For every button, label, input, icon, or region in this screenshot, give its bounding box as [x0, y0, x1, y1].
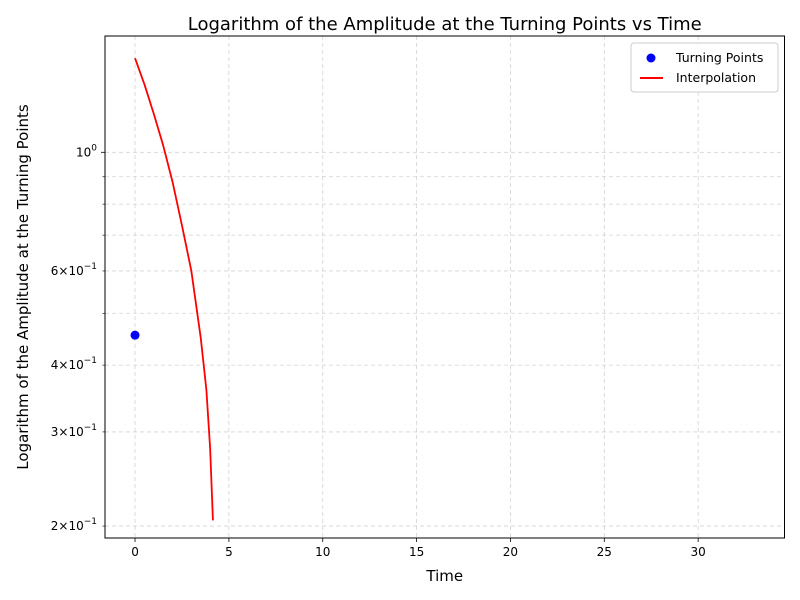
- y-tick-label: 2×10−1: [51, 517, 97, 533]
- legend-turning-points-label: Turning Points: [675, 50, 763, 65]
- plot-frame: [104, 35, 785, 539]
- grid: [105, 36, 785, 538]
- x-tick-label: 5: [225, 545, 233, 559]
- x-tick-label: 20: [503, 545, 518, 559]
- y-axis-label: Logarithm of the Amplitude at the Turnin…: [14, 104, 32, 470]
- x-tick-label: 15: [409, 545, 424, 559]
- chart-title: Logarithm of the Amplitude at the Turnin…: [188, 14, 702, 35]
- turning-point-marker: [130, 330, 140, 340]
- legend-box: [630, 42, 779, 93]
- x-tick-label: 25: [597, 545, 612, 559]
- legend: Turning Points Interpolation: [630, 42, 779, 93]
- y-tick-label: 6×10−1: [51, 262, 97, 278]
- y-tick-label: 3×10−1: [51, 423, 97, 439]
- x-tick-label: 30: [691, 545, 706, 559]
- x-axis-label: Time: [425, 567, 463, 585]
- y-tick-label: 4×10−1: [51, 356, 97, 372]
- legend-turning-points-marker: [646, 53, 656, 63]
- plot-data: [130, 57, 214, 521]
- legend-interpolation-label: Interpolation: [676, 70, 756, 85]
- x-tick-label: 0: [131, 545, 139, 559]
- x-tick-label: 10: [315, 545, 330, 559]
- interpolation-line: [134, 57, 214, 521]
